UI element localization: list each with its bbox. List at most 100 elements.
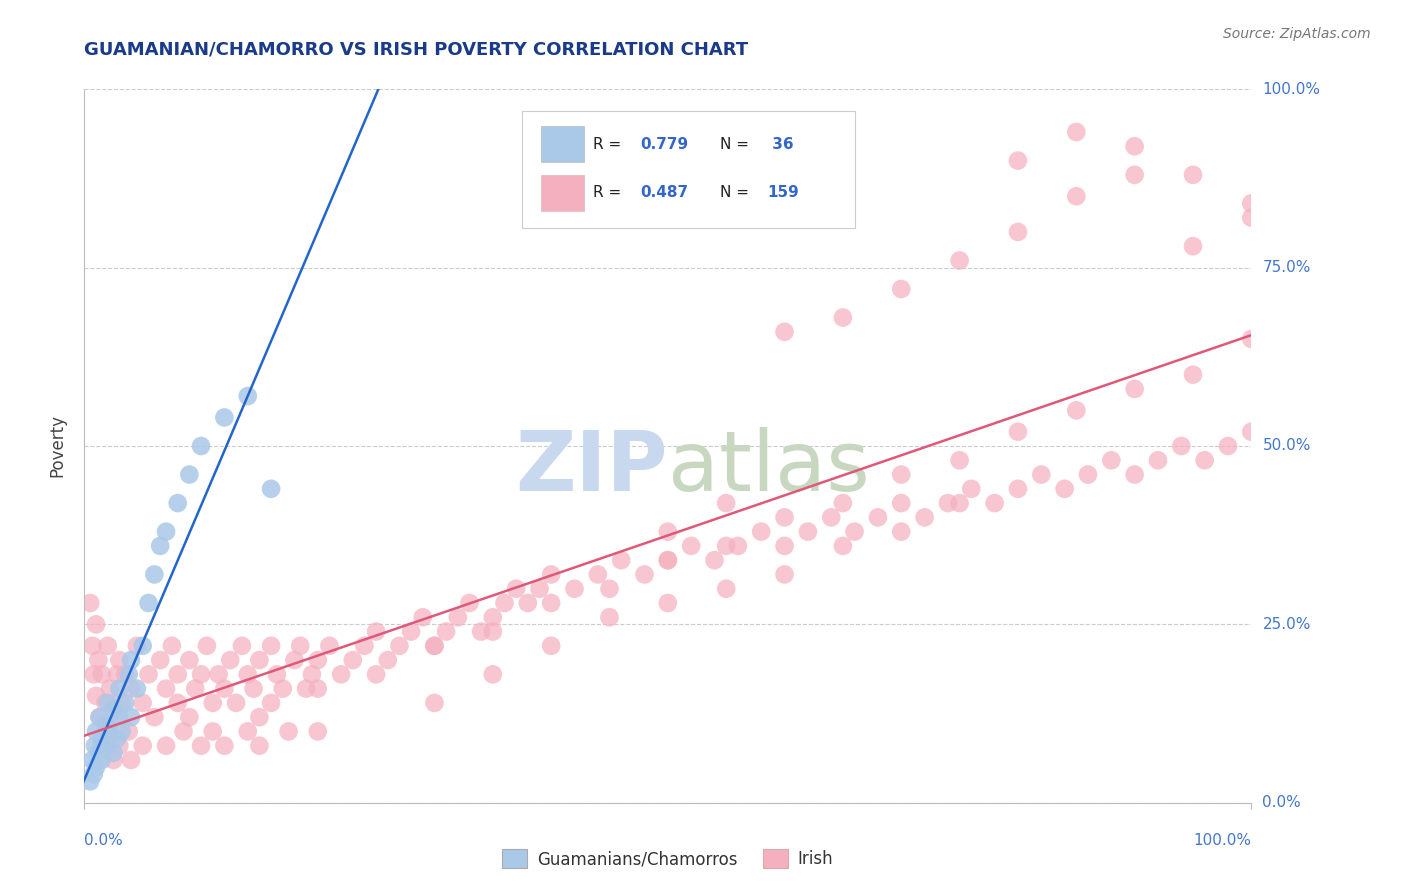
Point xyxy=(330,667,353,681)
Point xyxy=(481,667,505,681)
Point xyxy=(716,539,738,553)
Point xyxy=(301,667,323,681)
Point xyxy=(114,696,136,710)
Point xyxy=(184,681,207,696)
Point xyxy=(249,653,271,667)
Point xyxy=(657,596,679,610)
Point xyxy=(214,681,236,696)
Point xyxy=(540,567,562,582)
Y-axis label: Poverty: Poverty xyxy=(48,415,66,477)
Point xyxy=(103,746,125,760)
Point xyxy=(114,667,136,681)
Point xyxy=(447,610,470,624)
Point xyxy=(97,739,120,753)
Point xyxy=(103,703,125,717)
Point xyxy=(149,653,172,667)
Point xyxy=(179,710,201,724)
Point xyxy=(949,496,972,510)
Point xyxy=(207,667,229,681)
Point xyxy=(219,653,242,667)
Point xyxy=(190,739,212,753)
Point xyxy=(516,596,538,610)
Point xyxy=(1099,453,1122,467)
Point xyxy=(412,610,434,624)
Point xyxy=(1123,382,1146,396)
Point xyxy=(716,496,738,510)
Point xyxy=(132,696,155,710)
Point xyxy=(266,667,288,681)
Point xyxy=(97,696,120,710)
Point xyxy=(155,739,177,753)
Text: N =: N = xyxy=(720,136,754,152)
Point xyxy=(1181,168,1204,182)
Point xyxy=(657,524,679,539)
Point xyxy=(307,681,329,696)
Point xyxy=(610,553,633,567)
Point xyxy=(1053,482,1076,496)
FancyBboxPatch shape xyxy=(541,175,583,211)
Text: 100.0%: 100.0% xyxy=(1194,833,1251,848)
Point xyxy=(83,667,105,681)
Point xyxy=(1181,368,1204,382)
Text: 75.0%: 75.0% xyxy=(1263,260,1310,275)
Point xyxy=(481,624,505,639)
Point xyxy=(936,496,959,510)
Point xyxy=(83,739,105,753)
Point xyxy=(118,724,141,739)
Point xyxy=(120,653,142,667)
Text: 100.0%: 100.0% xyxy=(1263,82,1320,96)
Point xyxy=(132,639,155,653)
Point xyxy=(160,639,183,653)
Point xyxy=(1007,225,1029,239)
FancyBboxPatch shape xyxy=(541,127,583,162)
Point xyxy=(1123,168,1146,182)
Point xyxy=(832,310,855,325)
Point xyxy=(844,524,866,539)
Point xyxy=(1007,482,1029,496)
Point xyxy=(249,710,271,724)
Point xyxy=(960,482,983,496)
Point xyxy=(366,667,388,681)
Text: atlas: atlas xyxy=(668,427,869,508)
Point xyxy=(983,496,1005,510)
Point xyxy=(890,496,912,510)
Point xyxy=(84,724,107,739)
Point xyxy=(84,760,107,774)
Point xyxy=(149,539,172,553)
Point xyxy=(290,639,312,653)
Point xyxy=(377,653,399,667)
Point xyxy=(225,696,247,710)
Text: 25.0%: 25.0% xyxy=(1263,617,1310,632)
Point xyxy=(1240,211,1263,225)
Point xyxy=(1066,189,1088,203)
Point xyxy=(773,567,796,582)
Point xyxy=(540,639,562,653)
Point xyxy=(1216,439,1239,453)
Point xyxy=(540,596,562,610)
Point xyxy=(318,639,340,653)
Point xyxy=(586,567,609,582)
Point xyxy=(366,624,388,639)
Point xyxy=(138,596,160,610)
Point xyxy=(231,639,253,653)
Point xyxy=(82,753,104,767)
Point xyxy=(79,596,101,610)
Point xyxy=(388,639,411,653)
Point xyxy=(87,653,110,667)
Point xyxy=(79,774,101,789)
Point xyxy=(890,524,912,539)
Point xyxy=(236,667,259,681)
Point xyxy=(657,553,679,567)
Point xyxy=(201,696,224,710)
Point xyxy=(108,739,131,753)
Point xyxy=(120,753,142,767)
Point xyxy=(890,467,912,482)
Point xyxy=(1066,403,1088,417)
Point xyxy=(166,496,188,510)
Text: ZIP: ZIP xyxy=(516,427,668,508)
Text: 36: 36 xyxy=(768,136,793,152)
Point xyxy=(529,582,551,596)
Point xyxy=(949,253,972,268)
Text: 0.0%: 0.0% xyxy=(84,833,124,848)
Text: 0.0%: 0.0% xyxy=(1263,796,1301,810)
